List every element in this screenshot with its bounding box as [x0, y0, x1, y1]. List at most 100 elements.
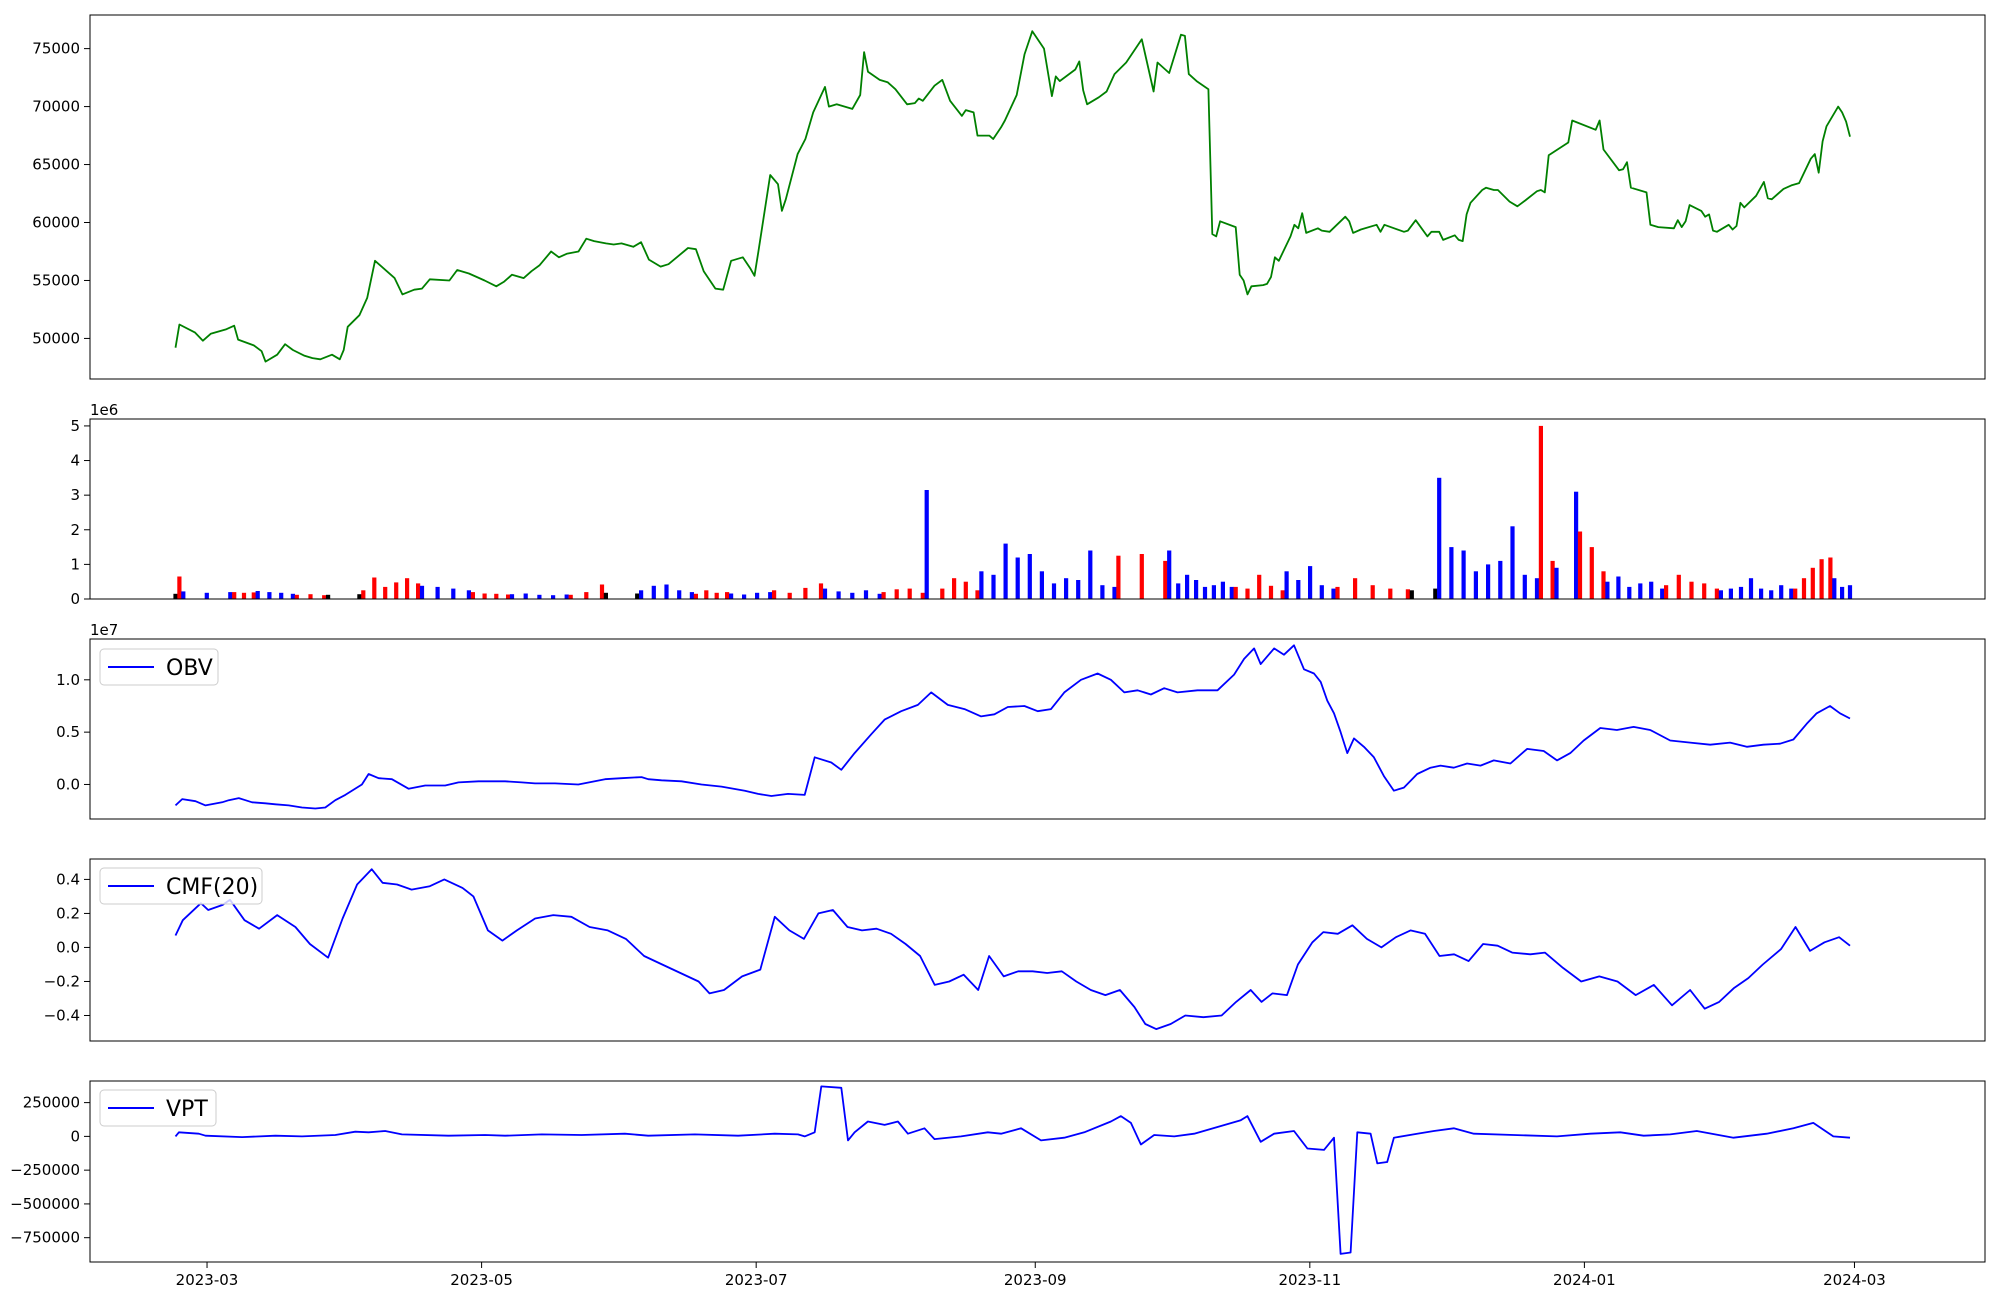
obv-legend: OBV: [99, 648, 219, 686]
volume-bar: [1185, 574, 1190, 599]
cmf-ytick-label: 0.2: [56, 904, 80, 922]
volume-bar: [1116, 555, 1121, 599]
volume-bar: [405, 578, 410, 599]
volume-bar: [729, 593, 734, 599]
volume-bar: [1319, 585, 1324, 599]
volume-bar: [1202, 586, 1208, 599]
price-ytick-label: 75000: [32, 40, 80, 58]
cmf-panel-frame: [89, 858, 1986, 1042]
volume-bar: [894, 589, 899, 599]
volume-scale-label: 1e6: [90, 401, 118, 419]
volume-bar: [1051, 583, 1057, 599]
volume-bar: [1112, 586, 1117, 599]
obv-series-line: [174, 644, 1851, 810]
volume-bar: [1550, 560, 1555, 599]
volume-bar: [639, 590, 644, 599]
volume-bar: [470, 592, 475, 599]
volume-bar: [920, 592, 925, 599]
volume-ytick-label: 2: [70, 521, 80, 539]
volume-bar: [952, 578, 957, 599]
volume-bar: [803, 587, 808, 599]
cmf-series-line: [174, 868, 1851, 1030]
volume-bar: [881, 592, 886, 599]
volume-bar: [991, 574, 996, 599]
vpt-ytick-label: 0: [70, 1127, 80, 1145]
volume-bar: [1437, 477, 1442, 599]
volume-bar: [537, 594, 542, 599]
volume-bar: [1589, 547, 1594, 599]
cmf-legend-box: [99, 867, 263, 905]
cmf-legend-label: CMF(20): [166, 875, 258, 900]
obv-scale-label: 1e7: [90, 621, 118, 639]
volume-ytick-label: 5: [70, 417, 80, 435]
volume-bar: [551, 595, 556, 599]
volume-bar: [1486, 564, 1491, 599]
volume-bar: [1534, 578, 1540, 599]
volume-bar: [564, 594, 569, 599]
volume-bar: [664, 584, 669, 599]
volume-bar: [1748, 578, 1754, 599]
xtick-label: 2023-07: [725, 1271, 788, 1289]
volume-bar: [1229, 586, 1234, 599]
volume-bar: [1433, 588, 1438, 599]
obv-legend-label: OBV: [166, 656, 213, 681]
volume-bar: [863, 590, 869, 599]
volume-bar: [1676, 574, 1681, 599]
xtick-label: 2024-01: [1553, 1271, 1616, 1289]
volume-bar: [1664, 585, 1669, 599]
volume-bar: [755, 592, 760, 599]
volume-bar: [1194, 580, 1199, 599]
volume-bar: [1660, 588, 1665, 599]
volume-bar: [1233, 586, 1238, 599]
volume-bar: [1100, 585, 1105, 599]
volume-bar: [416, 583, 421, 599]
volume-bar: [255, 591, 260, 599]
volume-panel-frame: [89, 418, 1986, 600]
volume-bar: [1176, 583, 1181, 599]
volume-bars: [173, 425, 1853, 599]
volume-bar: [506, 594, 511, 599]
volume-bar: [1076, 580, 1081, 599]
vpt-legend: VPT: [99, 1089, 217, 1127]
volume-bar: [1649, 581, 1654, 599]
volume-bar: [651, 585, 656, 599]
vpt-ytick-label: −500000: [10, 1195, 80, 1213]
volume-bar: [1840, 586, 1845, 599]
volume-bar: [308, 594, 313, 599]
volume-y-axis: 0 1 2 3 4 5: [70, 417, 90, 608]
volume-bar: [1003, 543, 1008, 599]
volume-ytick-label: 0: [70, 590, 80, 608]
obv-ytick-label: 0.5: [56, 723, 80, 741]
volume-bar: [494, 593, 499, 599]
volume-bar: [1832, 578, 1837, 599]
volume-bar: [940, 588, 945, 599]
volume-bar: [394, 582, 399, 599]
volume-bar: [1335, 586, 1340, 599]
volume-bar: [1689, 581, 1694, 599]
volume-bar: [1801, 578, 1807, 599]
obv-y-axis: 0.0 0.5 1.0: [56, 671, 90, 793]
volume-bar: [279, 592, 284, 599]
cmf-ytick-label: −0.4: [44, 1006, 80, 1024]
volume-bar: [232, 592, 237, 599]
price-panel: 50000 55000 60000 65000 70000 75000: [32, 14, 1986, 380]
volume-panel: 0 1 2 3 4 5 1e6: [70, 401, 1986, 608]
volume-bar: [290, 593, 295, 599]
volume-bar: [1718, 590, 1723, 599]
volume-bar: [584, 592, 589, 599]
volume-bar: [1449, 547, 1454, 599]
volume-bar: [693, 593, 698, 599]
xtick-label: 2024-03: [1823, 1271, 1886, 1289]
volume-bar: [1510, 526, 1515, 599]
volume-bar: [822, 588, 828, 599]
volume-bar: [1605, 581, 1610, 599]
volume-bar: [294, 594, 299, 599]
price-ytick-label: 65000: [32, 156, 80, 174]
volume-bar: [1027, 554, 1032, 599]
price-ytick-label: 55000: [32, 271, 80, 289]
volume-bar: [850, 592, 855, 599]
price-y-axis: 50000 55000 60000 65000 70000 75000: [32, 40, 90, 347]
volume-bar: [1139, 554, 1144, 599]
vpt-panel: −750000 −500000 −250000 0 250000 VPT: [10, 1080, 1986, 1263]
